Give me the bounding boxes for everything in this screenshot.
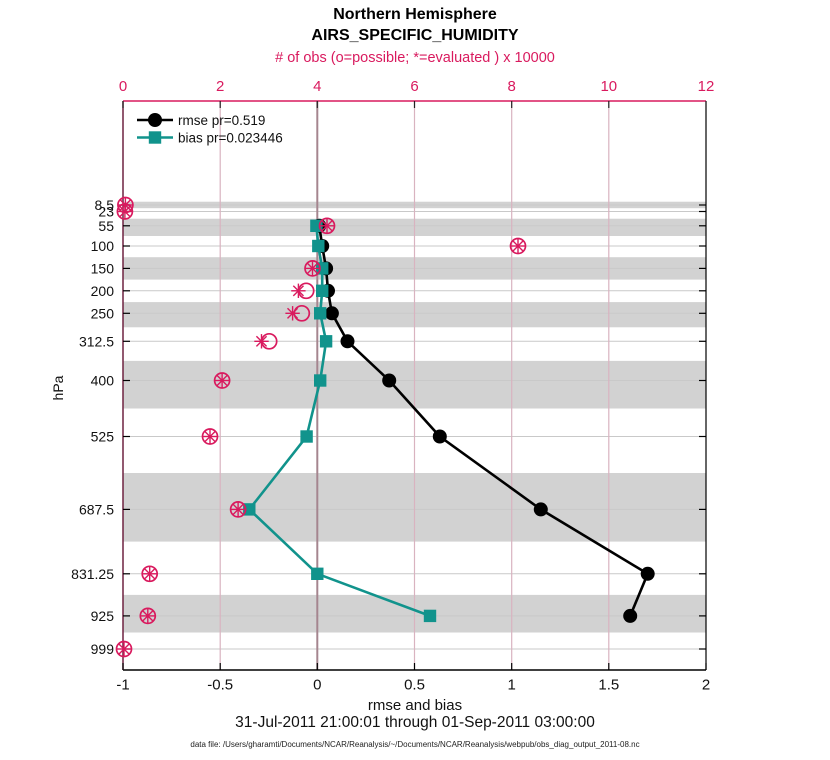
bias-marker — [312, 239, 325, 253]
asterisk-spoke — [287, 307, 299, 319]
rmse-line — [318, 225, 650, 617]
legend-label: bias pr=0.023446 — [178, 131, 283, 146]
asterisk-spoke — [512, 240, 524, 252]
obs-evaluated-marker — [319, 218, 335, 233]
y-tick-label: 831.25 — [71, 566, 114, 582]
rmse-marker — [623, 608, 638, 623]
obs-evaluated-marker — [117, 204, 133, 219]
bias-line — [247, 225, 431, 618]
rmse-marker — [340, 334, 355, 349]
y-tick-label: 925 — [91, 608, 115, 624]
obs-tick-label: 8 — [508, 78, 516, 95]
y-tick-label: 312.5 — [79, 333, 114, 349]
obs-possible-marker — [115, 640, 133, 658]
rmse-marker — [382, 373, 397, 388]
bias-marker — [316, 284, 329, 297]
x-tick-label: 1 — [508, 676, 516, 693]
obs-tick-label: 0 — [119, 78, 127, 95]
obs-tick-label: 12 — [698, 78, 715, 95]
obs-evaluated-marker — [140, 608, 155, 624]
rmse-marker — [533, 502, 548, 517]
asterisk-spoke — [232, 503, 244, 515]
legend-label: rmse pr=0.519 — [178, 113, 265, 128]
y-tick-label: 8.5 — [95, 197, 115, 213]
date-range-caption: 31-Jul-2011 21:00:01 through 01-Sep-2011… — [235, 714, 595, 731]
obs-evaluated-marker — [510, 238, 526, 254]
y-tick-label: 999 — [91, 641, 115, 657]
obs-possible-marker — [201, 428, 219, 445]
x-tick-label: 1.5 — [598, 676, 619, 693]
y-tick-label: 55 — [98, 218, 114, 234]
datafile-note: data file: /Users/gharamti/Documents/NCA… — [190, 740, 640, 749]
y-tick-label: 150 — [91, 260, 115, 276]
asterisk-spoke — [255, 335, 268, 347]
rmse-marker — [324, 306, 339, 321]
chart-subtitle: AIRS_SPECIFIC_HUMIDITY — [311, 27, 519, 44]
x-tick-label: -0.5 — [207, 676, 233, 693]
asterisk-spoke — [118, 643, 130, 655]
bias-marker — [319, 335, 333, 348]
legend-marker-circle — [148, 113, 162, 127]
obs-evaluated-marker — [305, 261, 320, 276]
x-tick-label: 0 — [313, 676, 321, 693]
obs-tick-label: 10 — [600, 78, 617, 95]
asterisk-spoke — [204, 431, 216, 443]
x-tick-label: -1 — [116, 676, 129, 693]
y-tick-label: 100 — [91, 238, 115, 254]
rmse-marker — [432, 429, 447, 444]
obs-evaluated-marker — [116, 641, 132, 657]
obs-evaluated-marker — [254, 334, 269, 349]
bias-marker — [314, 374, 327, 387]
legend-marker-square — [148, 131, 162, 144]
obs-evaluated-marker — [202, 429, 218, 444]
asterisk-spoke — [144, 568, 156, 580]
obs-possible-marker — [318, 217, 336, 235]
x-tick-label: 0.5 — [404, 676, 425, 693]
y-tick-label: 200 — [91, 283, 115, 299]
obs-evaluated-marker — [230, 502, 246, 517]
bias-marker — [314, 307, 327, 320]
x-axis-label: rmse and bias — [367, 697, 463, 714]
obs-tick-label: 6 — [410, 78, 418, 95]
obs-possible-marker — [509, 237, 527, 255]
bias-marker — [311, 567, 324, 580]
obs-possible-marker — [304, 260, 321, 277]
y-tick-label: 687.5 — [79, 501, 114, 517]
obs-possible-marker — [139, 607, 157, 625]
obs-evaluated-marker — [142, 566, 157, 581]
asterisk-spoke — [306, 262, 319, 274]
chart-title: Northern Hemisphere — [333, 6, 497, 23]
y-tick-label: 250 — [91, 305, 115, 321]
x-tick-label: 2 — [702, 676, 710, 693]
obs-axis-label: # of obs (o=possible; *=evaluated ) x 10… — [275, 50, 555, 66]
bias-marker — [300, 430, 313, 443]
asterisk-spoke — [321, 220, 333, 232]
obs-possible-marker — [213, 372, 231, 389]
asterisk-spoke — [119, 205, 131, 218]
y-tick-label: 23 — [98, 204, 114, 220]
rmse-marker — [640, 566, 655, 581]
bias-marker — [423, 609, 437, 623]
y-tick-label: 400 — [91, 373, 115, 389]
obs-evaluated-marker — [285, 306, 300, 321]
y-tick-label: 525 — [91, 429, 115, 445]
asterisk-spoke — [292, 285, 304, 297]
obs-tick-label: 4 — [313, 78, 321, 95]
obs-possible-marker — [141, 565, 159, 583]
obs-possible-marker — [229, 501, 247, 518]
obs-evaluated-marker — [214, 373, 230, 388]
asterisk-spoke — [142, 610, 154, 622]
obs-evaluated-marker — [291, 283, 306, 298]
bias-marker — [243, 503, 256, 516]
asterisk-spoke — [216, 374, 228, 387]
obs-tick-label: 2 — [216, 78, 224, 95]
